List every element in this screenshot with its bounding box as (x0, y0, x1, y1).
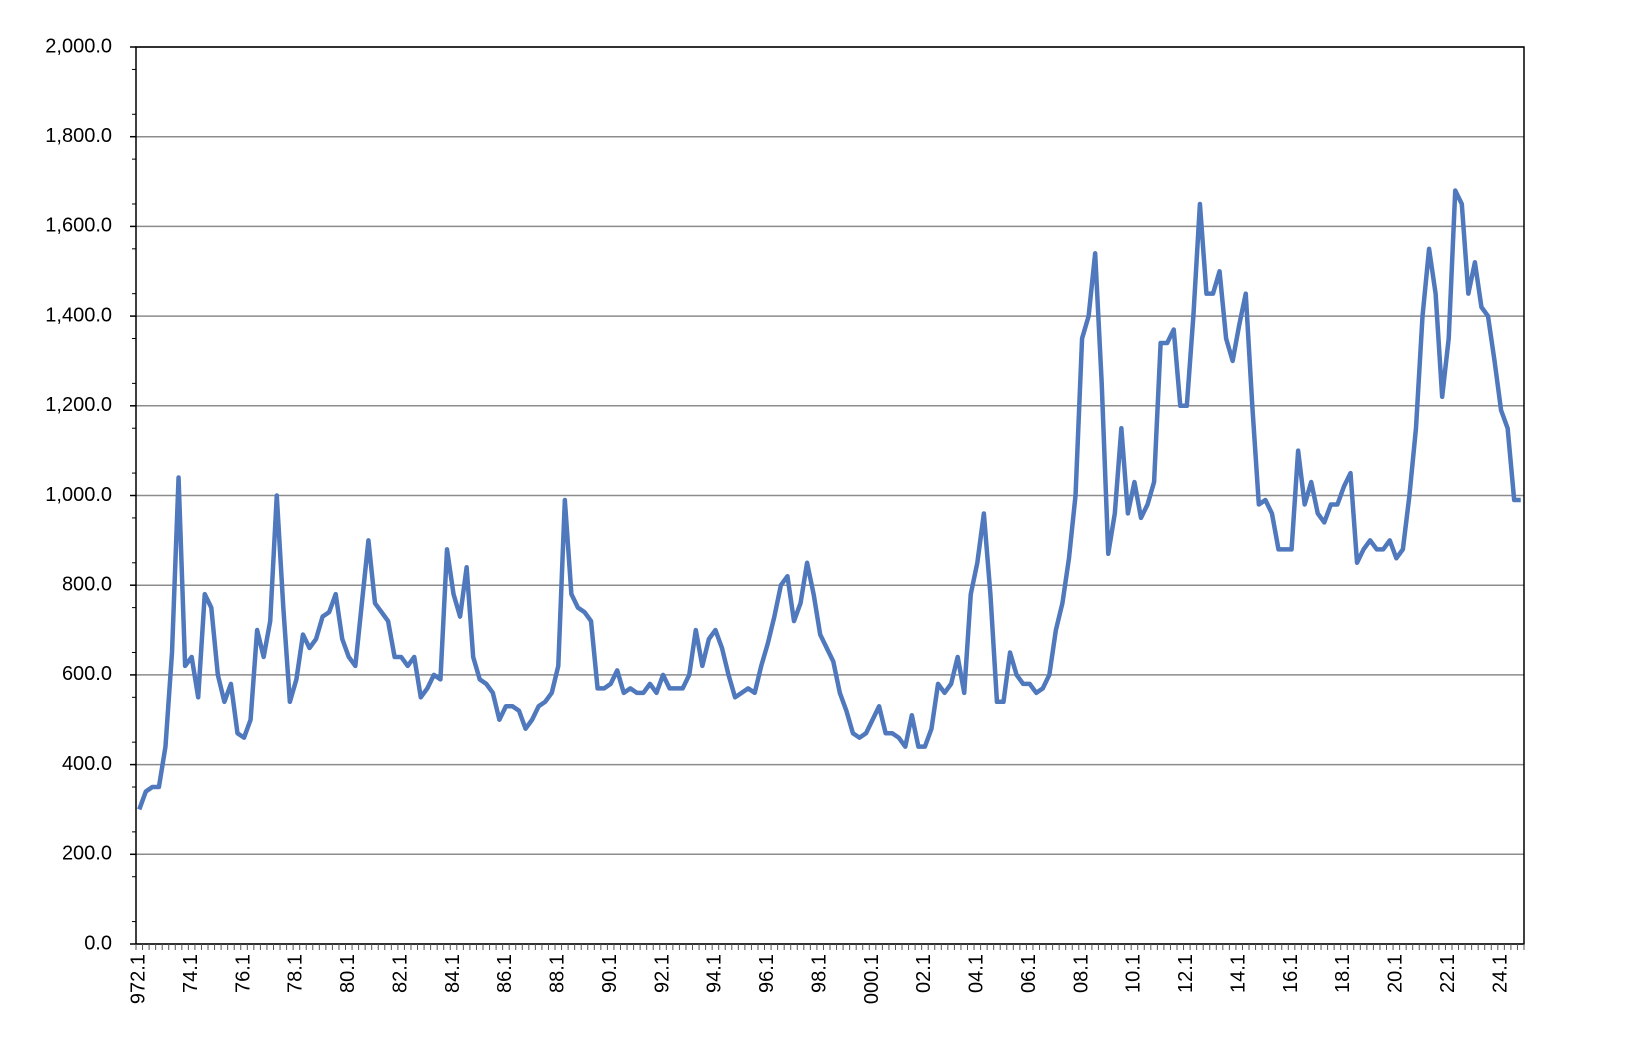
x-tick-label: 08.1 (1070, 954, 1092, 993)
x-tick-label: 06.1 (1018, 954, 1040, 993)
y-tick-label: 0.0 (84, 932, 112, 954)
y-tick-label: 800.0 (62, 573, 112, 595)
x-tick-label: 12.1 (1175, 954, 1197, 993)
data-line (137, 188, 1521, 811)
x-tick-label: 22.1 (1437, 954, 1459, 993)
y-tick-label: 2,000.0 (45, 35, 112, 57)
x-tick-label: 20.1 (1385, 954, 1407, 993)
x-tick-label: 82.1 (389, 954, 411, 993)
x-tick-label: 94.1 (704, 954, 726, 993)
y-tick-label: 200.0 (62, 843, 112, 865)
y-tick-label: 1,800.0 (45, 125, 112, 147)
x-tick-label: 972.1 (128, 954, 150, 1004)
x-tick-label: 78.1 (285, 954, 307, 993)
x-tick-label: 74.1 (180, 954, 202, 993)
x-tick-label: 14.1 (1227, 954, 1249, 993)
x-tick-label: 76.1 (232, 954, 254, 993)
x-tick-label: 92.1 (651, 954, 673, 993)
y-tick-label: 600.0 (62, 663, 112, 685)
x-tick-label: 16.1 (1280, 954, 1302, 993)
x-tick-label: 84.1 (442, 954, 464, 993)
y-tick-label: 1,200.0 (45, 394, 112, 416)
x-tick-label: 90.1 (599, 954, 621, 993)
x-tick-label: 86.1 (494, 954, 516, 993)
x-tick-label: 04.1 (966, 954, 988, 993)
x-tick-label: 96.1 (756, 954, 778, 993)
y-tick-label: 1,600.0 (45, 215, 112, 237)
x-tick-label: 10.1 (1123, 954, 1145, 993)
x-tick-label: 80.1 (337, 954, 359, 993)
x-tick-label: 98.1 (808, 954, 830, 993)
x-tick-label: 18.1 (1332, 954, 1354, 993)
x-tick-label: 02.1 (913, 954, 935, 993)
y-tick-label: 1,000.0 (45, 484, 112, 506)
y-tick-label: 1,400.0 (45, 304, 112, 326)
x-tick-label: 88.1 (547, 954, 569, 993)
x-tick-label: 000.1 (861, 954, 883, 1004)
x-tick-label: 24.1 (1489, 954, 1511, 993)
y-tick-label: 400.0 (62, 753, 112, 775)
